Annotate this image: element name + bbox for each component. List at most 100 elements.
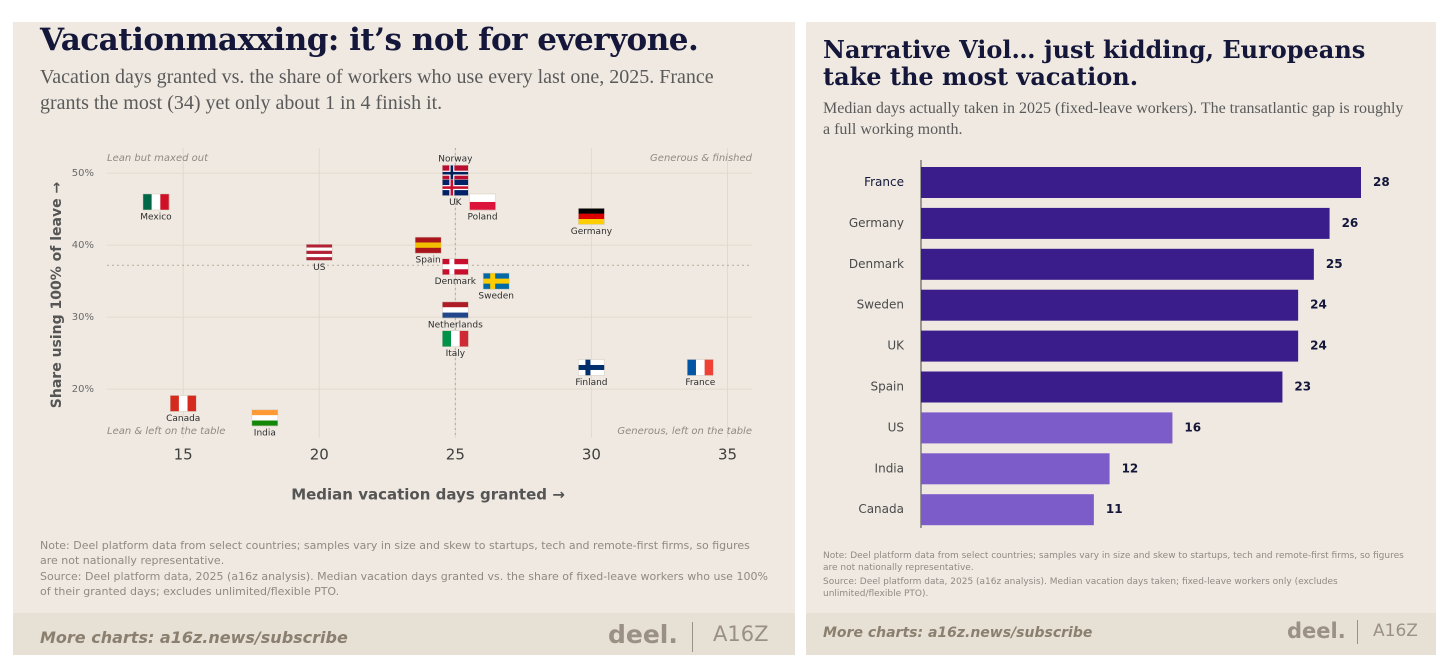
y-tick-label: Canada bbox=[858, 502, 904, 516]
flag-border bbox=[482, 272, 510, 290]
chart-source: Source: Deel platform data, 2025 (a16z a… bbox=[40, 570, 768, 598]
flag-marker bbox=[482, 272, 510, 290]
x-tick-label: 30 bbox=[582, 446, 601, 464]
flag-part bbox=[251, 420, 278, 427]
flag-marker bbox=[442, 301, 469, 319]
flag-part bbox=[442, 171, 469, 175]
point-label: Poland bbox=[468, 212, 498, 222]
flag-part bbox=[695, 359, 705, 376]
y-tick-label: 40% bbox=[72, 240, 94, 251]
bar bbox=[921, 207, 1330, 239]
flag-border bbox=[442, 179, 469, 196]
point-label: Germany bbox=[571, 227, 613, 237]
x-axis-title: Median vacation days granted → bbox=[291, 486, 565, 504]
y-tick-label: Spain bbox=[870, 380, 904, 394]
value-label: 25 bbox=[1326, 257, 1343, 271]
chart-note: Note: Deel platform data from select cou… bbox=[823, 551, 1404, 573]
flag-border bbox=[251, 409, 279, 427]
point-label: Finland bbox=[575, 378, 607, 388]
y-tick-label: 30% bbox=[72, 312, 94, 323]
x-tick-label: 25 bbox=[446, 446, 465, 464]
brand-deel: deel. bbox=[1287, 619, 1346, 643]
value-label: 28 bbox=[1373, 175, 1390, 189]
flag-part bbox=[187, 395, 197, 412]
flag-marker bbox=[442, 164, 469, 182]
flag-part bbox=[578, 366, 605, 369]
flag-marker bbox=[414, 236, 442, 254]
value-label: 24 bbox=[1310, 298, 1327, 312]
chart-title: Vacationmaxxing: it’s not for everyone. bbox=[40, 22, 699, 58]
chart-source: Source: Deel platform data, 2025 (a16z a… bbox=[823, 577, 1338, 599]
flag-part bbox=[178, 395, 188, 412]
point-label: Netherlands bbox=[428, 320, 483, 330]
flag-marker bbox=[306, 244, 333, 261]
point-label: Sweden bbox=[478, 292, 514, 302]
y-axis-title: Share using 100% of leave → bbox=[49, 182, 65, 409]
flag-part bbox=[451, 330, 460, 347]
chart-title: Narrative Viol… just kidding, Europeans … bbox=[823, 35, 1366, 91]
flag-part bbox=[442, 265, 469, 269]
quadrant-label: Lean & left on the table bbox=[107, 426, 225, 437]
bar bbox=[921, 167, 1361, 198]
flag-part bbox=[151, 193, 161, 210]
value-label: 11 bbox=[1106, 502, 1123, 516]
left-footer-strip bbox=[13, 613, 795, 655]
flag-marker bbox=[578, 359, 605, 376]
quadrant-label: Generous, left on the table bbox=[617, 426, 752, 437]
flag-border bbox=[414, 236, 442, 254]
flag-marker bbox=[687, 359, 714, 376]
flag-marker bbox=[169, 395, 197, 412]
flag-border bbox=[142, 193, 170, 211]
point-label: India bbox=[254, 428, 276, 438]
flag-part bbox=[142, 193, 152, 210]
flag-marker bbox=[469, 193, 496, 211]
flag-border bbox=[578, 208, 605, 225]
value-label: 24 bbox=[1310, 339, 1327, 353]
x-tick-label: 20 bbox=[310, 446, 329, 464]
point-label: France bbox=[685, 378, 715, 388]
flag-part bbox=[483, 279, 510, 283]
chart-note: Note: Deel platform data from select cou… bbox=[40, 539, 750, 567]
bar bbox=[921, 330, 1299, 362]
flag-part bbox=[306, 250, 333, 255]
flag-border bbox=[442, 301, 469, 319]
flag-part bbox=[442, 186, 469, 189]
y-tick-label: 20% bbox=[72, 384, 94, 395]
brand-divider bbox=[692, 622, 693, 652]
y-tick-label: UK bbox=[887, 339, 905, 353]
y-tick-label: India bbox=[875, 461, 904, 475]
flag-border bbox=[469, 193, 496, 211]
flag-marker bbox=[442, 258, 469, 275]
y-tick-label: 50% bbox=[72, 168, 94, 179]
flag-part bbox=[160, 193, 170, 210]
flag-part bbox=[415, 237, 442, 243]
flag-part bbox=[704, 359, 714, 376]
point-label: Spain bbox=[416, 256, 441, 266]
flag-part bbox=[251, 415, 278, 421]
x-tick-label: 15 bbox=[174, 446, 193, 464]
flag-marker bbox=[442, 179, 469, 196]
flag-part bbox=[442, 312, 469, 319]
flag-part bbox=[578, 219, 605, 225]
flag-part bbox=[306, 257, 333, 261]
value-label: 26 bbox=[1342, 216, 1359, 230]
flag-marker bbox=[442, 330, 469, 347]
bar bbox=[921, 453, 1110, 485]
x-tick-label: 35 bbox=[718, 446, 737, 464]
flag-border bbox=[306, 244, 333, 261]
flag-part bbox=[415, 242, 442, 249]
flag-border bbox=[442, 330, 469, 347]
point-label: Norway bbox=[438, 155, 473, 165]
point-label: Denmark bbox=[435, 277, 477, 287]
flag-part bbox=[442, 330, 452, 347]
bar bbox=[921, 371, 1283, 403]
right-footer-strip bbox=[806, 613, 1436, 655]
footer-link: More charts: a16z.news/subscribe bbox=[40, 628, 348, 647]
value-label: 23 bbox=[1294, 380, 1311, 394]
flag-part bbox=[687, 359, 697, 376]
value-label: 16 bbox=[1184, 420, 1201, 434]
flag-part bbox=[306, 244, 333, 248]
flag-part bbox=[251, 409, 278, 416]
footer-link: More charts: a16z.news/subscribe bbox=[823, 625, 1093, 641]
